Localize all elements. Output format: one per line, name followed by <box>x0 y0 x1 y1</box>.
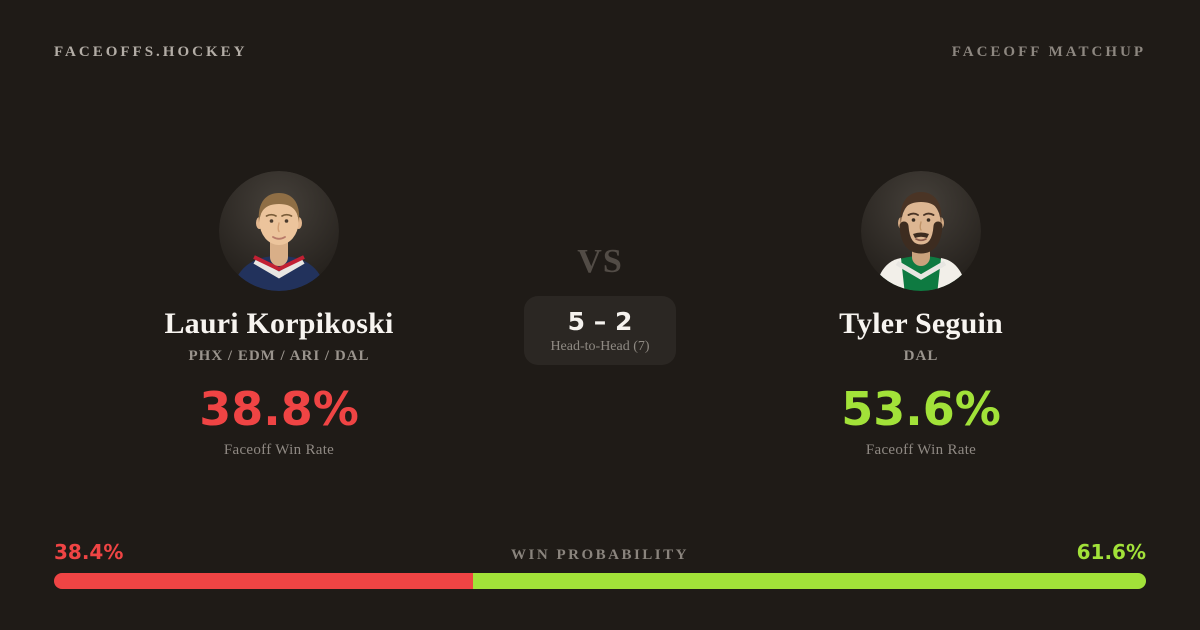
head-to-head-box: 5 – 2 Head-to-Head (7) <box>524 296 676 365</box>
win-probability-bar-right <box>473 573 1146 589</box>
win-probability-section: 38.4% WIN PROBABILITY 61.6% <box>54 540 1146 589</box>
left-player-column: Lauri Korpikoski PHX / EDM / ARI / DAL 3… <box>54 171 504 459</box>
left-win-rate-label: Faceoff Win Rate <box>223 442 335 459</box>
win-probability-right-value: 61.6% <box>1076 540 1147 564</box>
vs-label: VS <box>577 243 623 280</box>
right-player-name: Tyler Seguin <box>839 307 1003 340</box>
win-probability-left-value: 38.4% <box>54 540 124 564</box>
win-probability-bar <box>54 573 1146 589</box>
left-player-win-rate: 38.8% <box>199 382 359 436</box>
matchup-section: Lauri Korpikoski PHX / EDM / ARI / DAL 3… <box>0 171 1200 459</box>
win-probability-labels: 38.4% WIN PROBABILITY 61.6% <box>54 540 1146 564</box>
right-player-win-rate: 53.6% <box>841 382 1001 436</box>
win-probability-bar-left <box>54 573 474 589</box>
head-to-head-label: Head-to-Head (7) <box>550 339 650 354</box>
page-label: FACEOFF MATCHUP <box>951 44 1146 60</box>
win-probability-title: WIN PROBABILITY <box>511 547 689 563</box>
brand-logo-text: FACEOFFS.HOCKEY <box>54 44 248 60</box>
right-player-teams: DAL <box>903 348 939 364</box>
right-player-photo-icon <box>861 171 981 291</box>
right-win-rate-label: Faceoff Win Rate <box>865 442 977 459</box>
right-player-column: Tyler Seguin DAL 53.6% Faceoff Win Rate <box>696 171 1146 459</box>
header: FACEOFFS.HOCKEY FACEOFF MATCHUP <box>0 0 1200 61</box>
left-player-teams: PHX / EDM / ARI / DAL <box>188 348 370 364</box>
right-player-avatar <box>861 171 981 291</box>
center-column: VS 5 – 2 Head-to-Head (7) <box>504 171 696 459</box>
head-to-head-score: 5 – 2 <box>567 307 633 336</box>
left-player-photo-icon <box>219 171 339 291</box>
left-player-name: Lauri Korpikoski <box>164 307 394 340</box>
left-player-avatar <box>219 171 339 291</box>
